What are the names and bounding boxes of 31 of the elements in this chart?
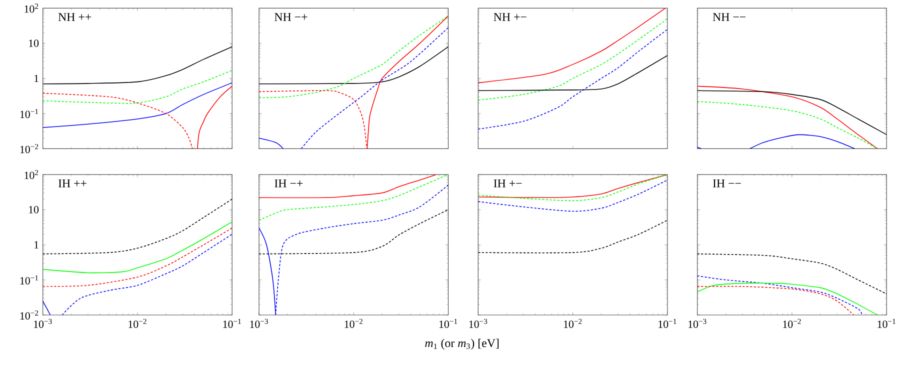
chart-title: NH ++ (58, 13, 92, 21)
y-tick-label: 10$^{−1}$ (20, 275, 38, 285)
chart-title: NH +− (494, 13, 526, 21)
chart-title: IH +− (494, 180, 522, 188)
y-tick-label: 10$^{−1}$ (20, 109, 38, 118)
x-tick-label: 10$^{−2}$ (783, 318, 801, 328)
x-tick-label: 10$^{−1}$ (223, 318, 241, 328)
y-tick-label: 10$^{2}$ (24, 4, 38, 13)
x-tick-label: 10$^{−3}$ (469, 318, 488, 328)
x-tick-label: 10$^{−3}$ (34, 318, 52, 328)
x-axis-title: m$_{1}$ (or m$_{3}$) [eV] (425, 338, 499, 350)
x-tick-label: 10$^{−3}$ (688, 318, 706, 328)
y-tick-label: 10$^{−2}$ (20, 310, 38, 320)
y-tick-label: 10 (29, 40, 39, 48)
x-tick-label: 10$^{−3}$ (250, 318, 268, 328)
x-tick-label: 10$^{−1}$ (439, 318, 458, 328)
chart-title: NH −− (712, 13, 746, 21)
x-tick-label: 10$^{−2}$ (564, 318, 582, 328)
x-tick-label: 10$^{−1}$ (658, 318, 676, 328)
y-tick-label: 10$^{−2}$ (20, 144, 38, 154)
y-tick-label: 10 (29, 206, 39, 214)
x-tick-label: 10$^{−2}$ (344, 318, 362, 328)
y-tick-label: 10$^{2}$ (24, 170, 38, 180)
x-tick-label: 10$^{−2}$ (128, 318, 146, 328)
chart-title: IH −+ (274, 180, 303, 188)
y-tick-label: 1 (34, 241, 38, 248)
y-tick-label: 1 (34, 74, 38, 82)
chart-title: NH −+ (274, 13, 308, 21)
chart-title: IH ++ (58, 180, 86, 188)
x-tick-label: 10$^{−1}$ (878, 318, 896, 328)
chart-title: IH −− (712, 180, 741, 188)
